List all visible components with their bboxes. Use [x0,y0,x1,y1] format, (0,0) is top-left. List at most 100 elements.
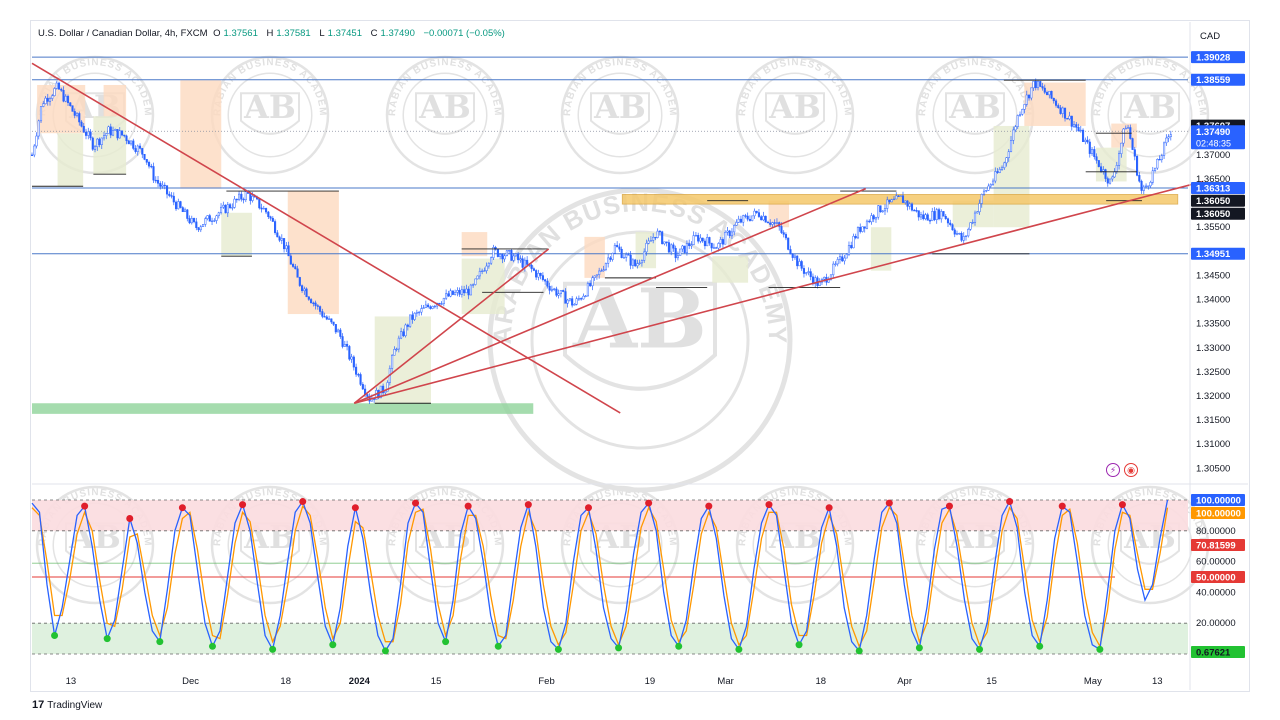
candle-body [75,113,79,116]
candle-body [616,244,619,248]
candle-body [872,215,875,220]
watermark-shield [765,522,825,565]
candle-body [159,183,162,187]
candle-body [607,257,610,264]
candle-body [1032,80,1035,89]
osc-y-tick-label: 60.00000 [1196,557,1236,568]
osc-level-tag: 50.00000 [1191,571,1245,584]
watermark-inner-ring [577,72,663,158]
oversold-marker [103,635,111,643]
trendline [354,180,1204,405]
price-tag: 1.36050 [1191,207,1245,220]
candle-body [901,195,905,203]
candle-body [132,140,135,149]
candle-body [1142,186,1145,191]
symbol-title[interactable]: U.S. Dollar / Canadian Dollar, 4h, FXCM [38,28,208,39]
candle-body [899,195,902,197]
candle-body [890,199,893,203]
candle-body [742,215,745,223]
candle-body [919,214,923,218]
candle-body [478,270,481,277]
candle-body [1057,105,1060,108]
candle-body [629,254,632,266]
candle-body [1009,140,1013,152]
candle-body [233,198,236,208]
candle-body [456,290,459,293]
candle-body [643,251,646,261]
candle-body [472,284,475,286]
candle-body [656,230,659,238]
demand-zone [712,256,749,283]
overbought-marker [885,499,893,507]
candle-body [1027,94,1031,99]
flag-icon[interactable]: ◉ [1124,463,1138,477]
candle-body [118,130,121,139]
candle-body [1115,165,1118,172]
watermark-shield [415,92,475,135]
watermark-shield [240,92,300,135]
candle-body [510,250,513,261]
candle-body [37,120,40,137]
candle-body [1090,149,1094,154]
candle-body [595,274,598,277]
tradingview-logo[interactable]: 17 TradingView [32,699,102,711]
candle-body [897,195,900,197]
candle-body [1117,153,1121,166]
supply-zone [461,232,488,257]
candle-body [168,193,171,196]
candle-body [238,193,241,200]
candle-body [787,237,790,250]
price-tag-box [1191,207,1245,220]
candle-body [735,222,738,226]
watermark-initials: AB [768,88,821,126]
watermark-ring [210,485,330,605]
candle-body [800,261,803,269]
x-tick-label: Mar [717,676,733,687]
candle-body [1111,176,1114,180]
candle-body [1160,155,1163,160]
watermark-shield [415,522,475,565]
currency-label[interactable]: CAD [1200,31,1221,42]
price-tag: 1.39028 [1191,51,1245,64]
candle-body [172,195,175,203]
candle-body [807,271,810,273]
overbought-marker [126,514,134,522]
overbought-marker [1118,501,1126,509]
candle-body [863,226,866,229]
candle-body [996,171,999,173]
candle-body [1097,160,1100,167]
oversold-marker [915,644,923,652]
candle-body [197,227,200,231]
candle-body [751,215,754,221]
watermark-ring [735,485,855,605]
candle-body [805,272,808,274]
candle-body [183,209,187,213]
y-tick-label: 1.34500 [1196,270,1230,281]
candle-body [1061,107,1064,114]
candle-body [537,273,540,278]
candle-body [586,283,589,297]
ohlc-change: −0.00071 (−0.05%) [423,28,505,39]
candle-body [917,210,920,218]
ohlc-close: C 1.37490 [370,28,415,39]
osc-y-tick-label: 80.00000 [1196,526,1236,537]
y-tick-label: 1.32000 [1196,391,1230,402]
lightning-icon[interactable]: ⚡ [1106,463,1120,477]
candle-body [355,366,358,375]
candle-body [946,218,950,224]
candle-body [177,201,180,210]
osc-level-box [1191,494,1245,506]
candle-body [145,159,148,163]
candle-body [278,236,281,241]
candle-body [692,235,695,245]
candle-body [602,269,605,271]
candle-body [235,198,238,201]
candle-body [935,209,938,220]
watermark-shield [590,92,650,135]
candle-body [962,236,965,241]
osc-level-box [1191,538,1245,551]
overbought-band [32,500,1188,531]
candle-body [433,305,436,308]
candle-body [951,224,954,231]
